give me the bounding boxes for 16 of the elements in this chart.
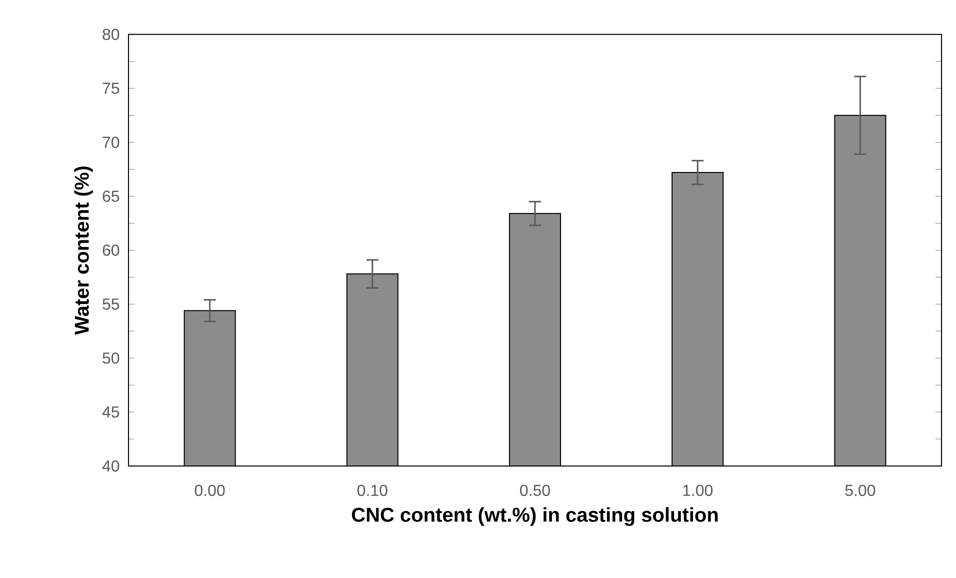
x-tick-label: 0.00: [194, 484, 225, 496]
y-tick-label: 70: [102, 136, 120, 148]
y-tick-label: 80: [102, 28, 120, 40]
y-tick-label: 45: [102, 406, 120, 418]
y-tick-label: 50: [102, 352, 120, 364]
y-tick-label: 40: [102, 460, 120, 472]
y-tick-label: 75: [102, 82, 120, 94]
y-tick-label: 65: [102, 190, 120, 202]
x-tick-label: 0.10: [357, 484, 388, 496]
x-axis-title: CNC content (wt.%) in casting solution: [352, 507, 718, 526]
y-tick-label: 60: [102, 244, 120, 256]
y-axis-title: Water content (%): [74, 166, 93, 335]
x-tick-label: 5.00: [845, 484, 876, 496]
x-tick-label: 1.00: [683, 484, 713, 496]
x-tick-label: 0.50: [520, 484, 550, 496]
y-tick-label: 55: [102, 298, 120, 310]
